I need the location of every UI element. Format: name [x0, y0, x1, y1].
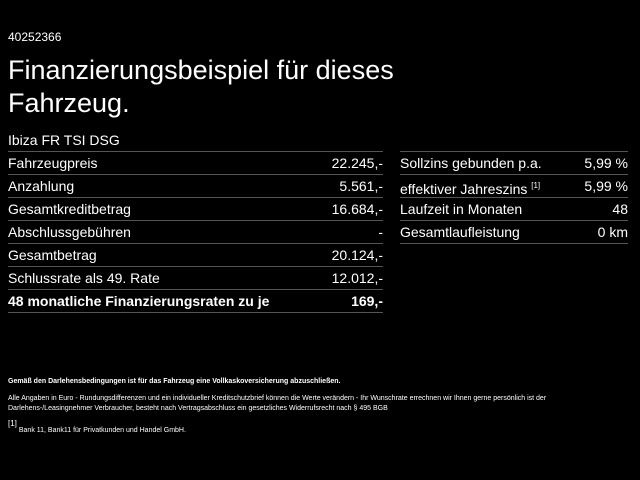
label-text: Fahrzeugpreis	[8, 155, 98, 171]
title: Finanzierungsbeispiel für dieses Fahrzeu…	[8, 55, 394, 118]
table-row: Anzahlung 5.561,-	[8, 175, 383, 198]
row-label: Sollzins gebunden p.a.	[400, 152, 542, 174]
right-table: Sollzins gebunden p.a. 5,99 % effektiver J…	[400, 151, 628, 244]
label-text: Gesamtkreditbetrag	[8, 201, 131, 217]
row-value: 169,-	[351, 293, 383, 309]
label-text: 48 monatliche Finanzierungsraten zu je	[8, 293, 270, 309]
label-text: Anzahlung	[8, 178, 75, 194]
table-row: Fahrzeugpreis 22.245,-	[8, 152, 383, 175]
row-label: 48 monatliche Finanzierungsraten zu je	[8, 290, 269, 312]
table-row: Gesamtkreditbetrag 16.684,-	[8, 198, 383, 221]
notice: Gemäß den Darlehensbedingungen ist für d…	[8, 378, 341, 385]
vehicle-id: 40252366	[8, 30, 62, 44]
row-value: 5,99 %	[584, 178, 628, 194]
row-value: 16.684,-	[331, 201, 383, 217]
table-row: Gesamtlaufleistung 0 km	[400, 221, 628, 244]
row-value: 22.245,-	[331, 155, 383, 171]
disclaimer: Alle Angaben in Euro - Rundungsdifferenz…	[8, 395, 547, 412]
row-value: 20.124,-	[331, 247, 383, 263]
label-text: Schlussrate als 49. Rate	[8, 270, 160, 286]
row-value: 5,99 %	[584, 155, 628, 171]
table-row: Laufzeit in Monaten 48	[400, 198, 628, 221]
row-value: 0 km	[597, 224, 628, 240]
row-value: 12.012,-	[331, 270, 383, 286]
footnote-mark: [1]	[8, 419, 17, 428]
label-text: Gesamtlaufleistung	[400, 224, 520, 240]
row-value: 5.561,-	[339, 178, 383, 194]
row-label: Fahrzeugpreis	[8, 152, 98, 174]
note-mark: [1]	[531, 181, 541, 190]
footnote: [1] Bank 11, Bank11 für Privatkunden und…	[8, 419, 186, 434]
table-row: 48 monatliche Finanzierungsraten zu je 16…	[8, 290, 383, 313]
label-text: Laufzeit in Monaten	[400, 201, 523, 217]
row-value: 48	[612, 201, 628, 217]
left-table: Fahrzeugpreis 22.245,- Anzahlung 5.561,- Ges…	[8, 151, 383, 313]
label-text: Abschlussgebühren	[8, 224, 131, 240]
label-text: effektiver Jahreszins	[400, 181, 528, 197]
model: Ibiza FR TSI DSG	[8, 132, 120, 148]
table-row: Sollzins gebunden p.a. 5,99 %	[400, 152, 628, 175]
footnote-text: Bank 11, Bank11 für Privatkunden und Han…	[18, 427, 186, 434]
row-label: Abschlussgebühren	[8, 221, 131, 243]
row-label: Anzahlung	[8, 175, 74, 197]
label-text: Gesamtbetrag	[8, 247, 97, 263]
table-row: Gesamtbetrag 20.124,-	[8, 244, 383, 267]
row-label: Gesamtbetrag	[8, 244, 97, 266]
row-value: -	[378, 224, 383, 240]
table-row: Schlussrate als 49. Rate 12.012,-	[8, 267, 383, 290]
table-row: effektiver Jahreszins [1] 5,99 %	[400, 175, 628, 198]
row-label: effektiver Jahreszins [1]	[400, 175, 540, 197]
row-label: Schlussrate als 49. Rate	[8, 267, 160, 289]
row-label: Laufzeit in Monaten	[400, 198, 522, 220]
row-label: Gesamtlaufleistung	[400, 221, 520, 243]
table-row: Abschlussgebühren -	[8, 221, 383, 244]
row-label: Gesamtkreditbetrag	[8, 198, 131, 220]
label-text: Sollzins gebunden p.a.	[400, 155, 542, 171]
